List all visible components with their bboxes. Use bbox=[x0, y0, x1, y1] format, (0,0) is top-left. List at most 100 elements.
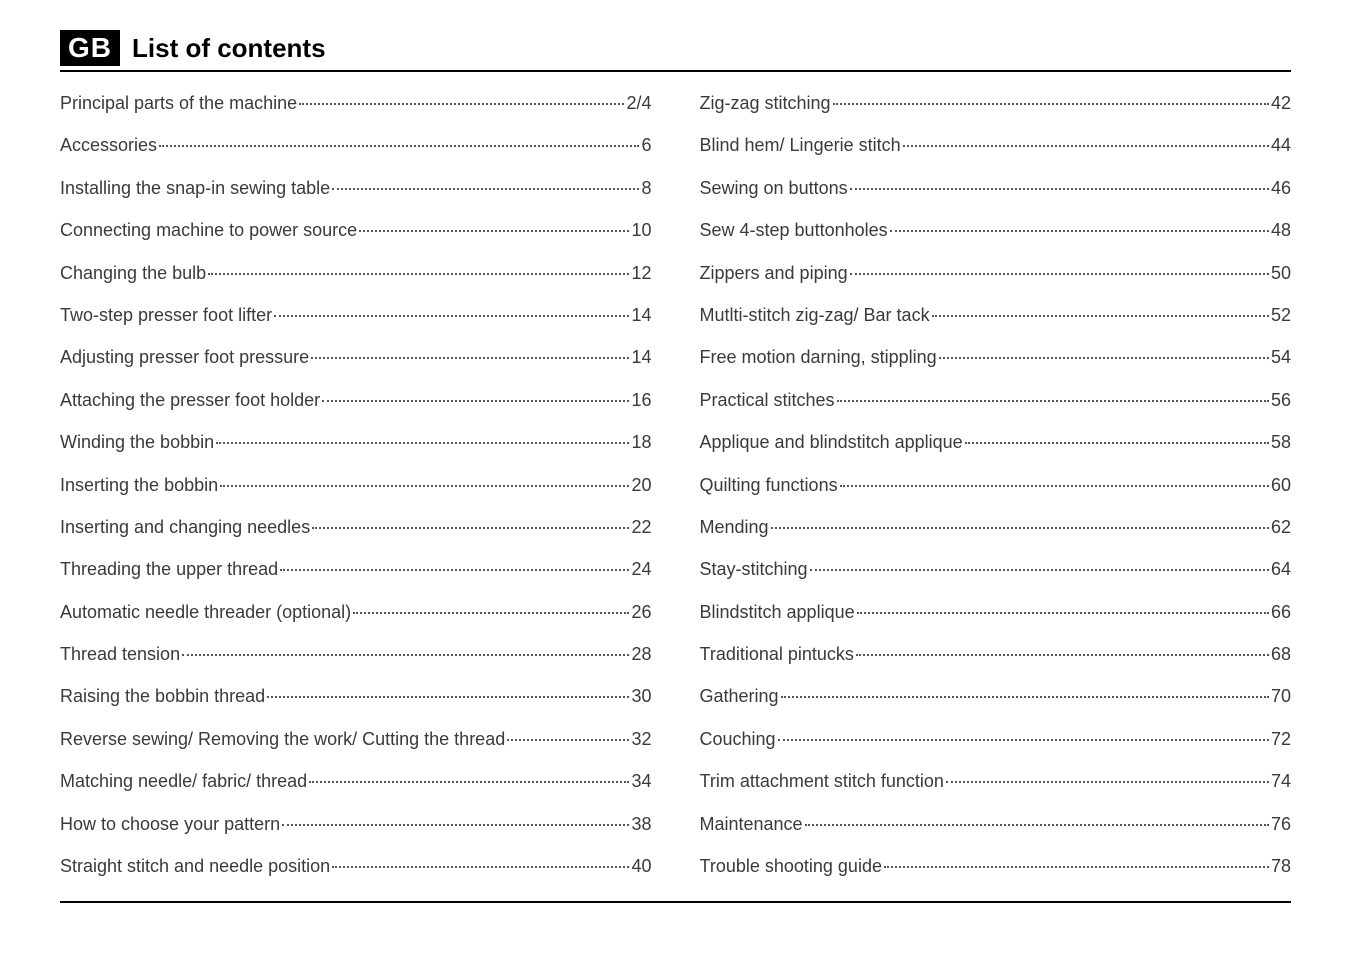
toc-entry-label: Changing the bulb bbox=[60, 262, 206, 285]
toc-entry: Mending62 bbox=[700, 516, 1292, 539]
toc-entry-page: 78 bbox=[1271, 855, 1291, 878]
toc-leaders bbox=[810, 569, 1269, 571]
toc-entry: Raising the bobbin thread30 bbox=[60, 685, 652, 708]
toc-entry-label: Two-step presser foot lifter bbox=[60, 304, 272, 327]
toc-leaders bbox=[507, 739, 629, 741]
toc-leaders bbox=[216, 442, 629, 444]
toc-leaders bbox=[884, 866, 1269, 868]
toc-entry-page: 70 bbox=[1271, 685, 1291, 708]
toc-entry: Trouble shooting guide78 bbox=[700, 855, 1292, 878]
toc-entry-page: 26 bbox=[631, 601, 651, 624]
toc-entry: Trim attachment stitch function74 bbox=[700, 770, 1292, 793]
toc-entry-page: 38 bbox=[631, 813, 651, 836]
toc-entry-page: 14 bbox=[631, 346, 651, 369]
toc-leaders bbox=[850, 188, 1269, 190]
toc-entry-label: Maintenance bbox=[700, 813, 803, 836]
toc-entry: Accessories 6 bbox=[60, 134, 652, 157]
page-title: List of contents bbox=[132, 33, 326, 64]
toc-entry-label: Connecting machine to power source bbox=[60, 219, 357, 242]
toc-leaders bbox=[850, 273, 1269, 275]
toc-entry-label: Reverse sewing/ Removing the work/ Cutti… bbox=[60, 728, 505, 751]
toc-entry-label: Straight stitch and needle position bbox=[60, 855, 330, 878]
toc-entry: Changing the bulb 12 bbox=[60, 262, 652, 285]
toc-entry-label: Gathering bbox=[700, 685, 779, 708]
toc-entry-label: How to choose your pattern bbox=[60, 813, 280, 836]
toc-entry-page: 2/4 bbox=[626, 92, 651, 115]
toc-leaders bbox=[312, 527, 629, 529]
toc-entry-label: Couching bbox=[700, 728, 776, 751]
toc-leaders bbox=[332, 866, 629, 868]
toc-entry: Principal parts of the machine 2/4 bbox=[60, 92, 652, 115]
toc-entry-label: Trim attachment stitch function bbox=[700, 770, 944, 793]
toc-leaders bbox=[939, 357, 1269, 359]
toc-leaders bbox=[274, 315, 629, 317]
toc-leaders bbox=[781, 696, 1269, 698]
toc-entry-page: 48 bbox=[1271, 219, 1291, 242]
toc-leaders bbox=[311, 357, 629, 359]
toc-entry: Maintenance 76 bbox=[700, 813, 1292, 836]
toc-entry-label: Principal parts of the machine bbox=[60, 92, 297, 115]
toc-leaders bbox=[903, 145, 1269, 147]
toc-entry: Free motion darning, stippling54 bbox=[700, 346, 1292, 369]
toc-entry-label: Traditional pintucks bbox=[700, 643, 854, 666]
toc-leaders bbox=[857, 612, 1269, 614]
toc-entry: Winding the bobbin18 bbox=[60, 431, 652, 454]
toc-entry-label: Automatic needle threader (optional) bbox=[60, 601, 351, 624]
toc-leaders bbox=[353, 612, 629, 614]
toc-entry-page: 6 bbox=[641, 134, 651, 157]
toc-entry: Straight stitch and needle position40 bbox=[60, 855, 652, 878]
toc-entry-page: 50 bbox=[1271, 262, 1291, 285]
toc-entry-page: 56 bbox=[1271, 389, 1291, 412]
toc-entry-label: Attaching the presser foot holder bbox=[60, 389, 320, 412]
toc-entry: Sewing on buttons46 bbox=[700, 177, 1292, 200]
toc-entry-label: Inserting the bobbin bbox=[60, 474, 218, 497]
toc-leaders bbox=[771, 527, 1269, 529]
toc-entry-page: 20 bbox=[631, 474, 651, 497]
toc-leaders bbox=[833, 103, 1269, 105]
toc-entry: Quilting functions60 bbox=[700, 474, 1292, 497]
toc-leaders bbox=[299, 103, 624, 105]
toc-leaders bbox=[282, 824, 629, 826]
toc-entry: Inserting the bobbin 20 bbox=[60, 474, 652, 497]
toc-leaders bbox=[182, 654, 629, 656]
toc-entry: Sew 4-step buttonholes48 bbox=[700, 219, 1292, 242]
toc-entry-label: Zig-zag stitching bbox=[700, 92, 831, 115]
toc-entry: Threading the upper thread24 bbox=[60, 558, 652, 581]
toc-entry-label: Mending bbox=[700, 516, 769, 539]
toc-entry-label: Inserting and changing needles bbox=[60, 516, 310, 539]
toc-entry: Zippers and piping50 bbox=[700, 262, 1292, 285]
toc-leaders bbox=[322, 400, 629, 402]
toc-entry-label: Accessories bbox=[60, 134, 157, 157]
toc-entry: Mutlti-stitch zig-zag/ Bar tack52 bbox=[700, 304, 1292, 327]
language-badge: GB bbox=[60, 30, 120, 66]
toc-entry: Practical stitches56 bbox=[700, 389, 1292, 412]
toc-leaders bbox=[932, 315, 1269, 317]
toc-entry-label: Mutlti-stitch zig-zag/ Bar tack bbox=[700, 304, 930, 327]
toc-entry: Installing the snap-in sewing table8 bbox=[60, 177, 652, 200]
toc-entry: Adjusting presser foot pressure14 bbox=[60, 346, 652, 369]
toc-entry-label: Winding the bobbin bbox=[60, 431, 214, 454]
toc-leaders bbox=[159, 145, 639, 147]
toc-entry: Blindstitch applique66 bbox=[700, 601, 1292, 624]
header-rule bbox=[60, 70, 1291, 72]
toc-entry: Two-step presser foot lifter14 bbox=[60, 304, 652, 327]
toc-entry: Traditional pintucks 68 bbox=[700, 643, 1292, 666]
toc-entry-page: 22 bbox=[631, 516, 651, 539]
toc-leaders bbox=[778, 739, 1269, 741]
toc-entry-page: 68 bbox=[1271, 643, 1291, 666]
toc-entry-page: 12 bbox=[631, 262, 651, 285]
toc-entry-page: 54 bbox=[1271, 346, 1291, 369]
toc-entry: Zig-zag stitching 42 bbox=[700, 92, 1292, 115]
toc-entry-page: 66 bbox=[1271, 601, 1291, 624]
toc-entry-page: 16 bbox=[631, 389, 651, 412]
toc-entry-page: 42 bbox=[1271, 92, 1291, 115]
toc-leaders bbox=[309, 781, 629, 783]
toc-leaders bbox=[208, 273, 629, 275]
toc-leaders bbox=[332, 188, 639, 190]
toc-entry: Attaching the presser foot holder 16 bbox=[60, 389, 652, 412]
toc-leaders bbox=[946, 781, 1269, 783]
toc-entry: Matching needle/ fabric/ thread34 bbox=[60, 770, 652, 793]
toc-entry-page: 34 bbox=[631, 770, 651, 793]
toc-entry-page: 24 bbox=[631, 558, 651, 581]
toc-entry-page: 76 bbox=[1271, 813, 1291, 836]
